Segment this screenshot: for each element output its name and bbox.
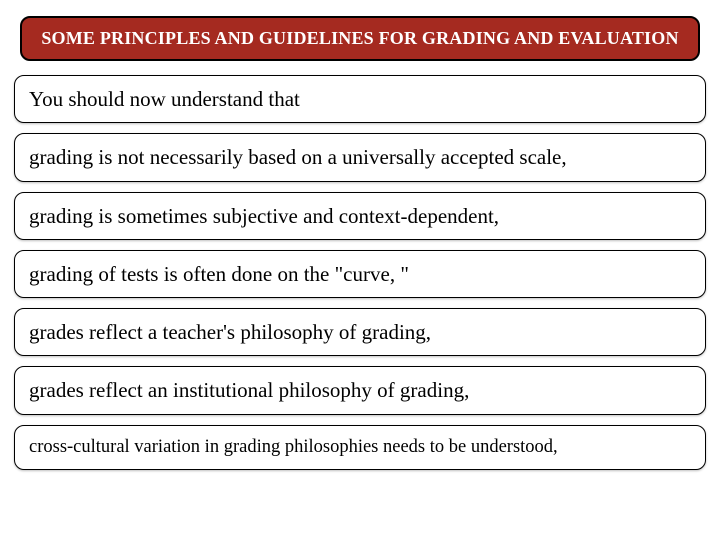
bullet-box: grading is sometimes subjective and cont… — [14, 192, 706, 240]
bullet-box: grades reflect an institutional philosop… — [14, 366, 706, 414]
bullet-text: grades reflect a teacher's philosophy of… — [29, 319, 691, 345]
bullet-box: cross-cultural variation in grading phil… — [14, 425, 706, 470]
bullet-box: grading is not necessarily based on a un… — [14, 133, 706, 181]
bullet-text: You should now understand that — [29, 86, 691, 112]
title-box: SOME PRINCIPLES AND GUIDELINES FOR GRADI… — [20, 16, 700, 61]
bullet-text: cross-cultural variation in grading phil… — [29, 436, 691, 459]
bullet-text: grading is sometimes subjective and cont… — [29, 203, 691, 229]
bullet-text: grading is not necessarily based on a un… — [29, 144, 691, 170]
bullet-text: grading of tests is often done on the "c… — [29, 261, 691, 287]
slide: SOME PRINCIPLES AND GUIDELINES FOR GRADI… — [0, 0, 720, 540]
bullet-box: You should now understand that — [14, 75, 706, 123]
bullet-text: grades reflect an institutional philosop… — [29, 377, 691, 403]
bullet-box: grading of tests is often done on the "c… — [14, 250, 706, 298]
slide-title: SOME PRINCIPLES AND GUIDELINES FOR GRADI… — [40, 28, 680, 49]
bullet-box: grades reflect a teacher's philosophy of… — [14, 308, 706, 356]
